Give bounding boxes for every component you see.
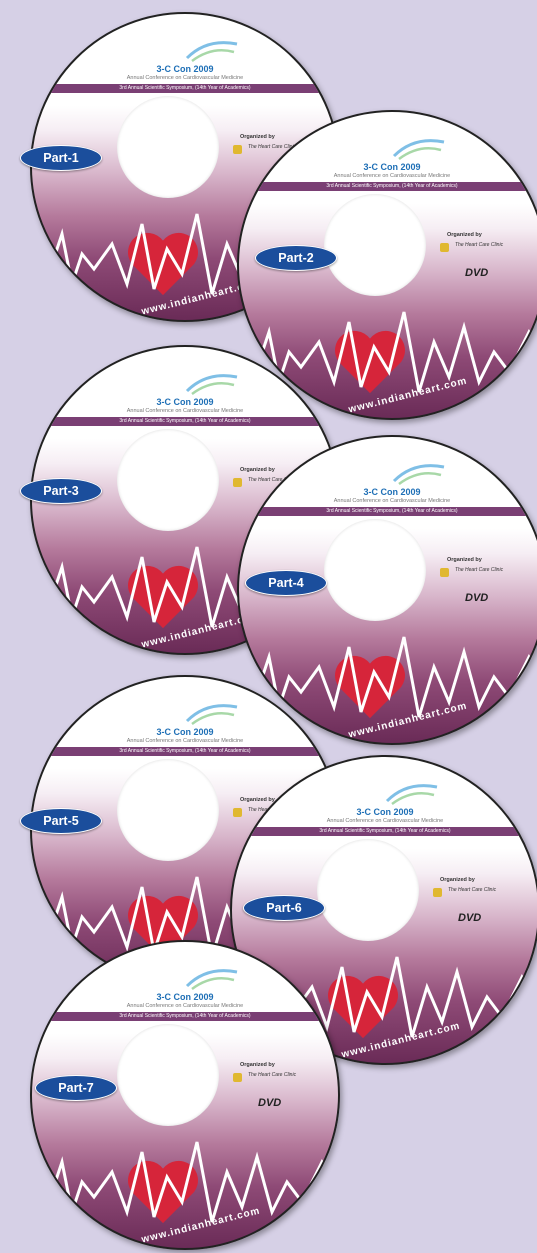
organizer-name: The Heart Care Clinic [248,144,297,150]
part-4-label[interactable]: Part-4 [245,570,327,596]
disc-subtitle: Annual Conference on Cardiovascular Medi… [333,498,451,504]
dvd-logo-icon: DVD [465,267,489,279]
organized-by: Organized by [240,1062,275,1068]
part-1-label[interactable]: Part-1 [20,145,102,171]
disc-title: 3-C Con 2009 [156,727,214,737]
ecg-line-icon [239,311,537,393]
disc-hole [117,96,219,198]
disc-hole [324,194,426,296]
organizer-name: The Heart Care Clinic [248,477,297,483]
organizer-logo-icon [233,1073,242,1082]
dvd-logo-icon: DVD [458,912,482,924]
organizer-name: The Heart Care Clinic [248,1072,297,1078]
organizer-logo-icon [433,888,442,897]
organizer-logo-icon [233,808,242,817]
disc-band: 3rd Annual Scientific Symposium, (14th Y… [32,1012,338,1021]
organizer-name: The Heart Care Clinic [448,887,497,893]
logo-icon [185,704,238,726]
disc-subtitle: Annual Conference on Cardiovascular Medi… [126,1003,244,1009]
part-3-label[interactable]: Part-3 [20,478,102,504]
part-5-label[interactable]: Part-5 [20,808,102,834]
disc-band: 3rd Annual Scientific Symposium, (14th Y… [239,507,537,516]
disc-title: 3-C Con 2009 [363,162,421,172]
logo-icon [385,784,438,806]
disc-band: 3rd Annual Scientific Symposium, (14th Y… [32,84,338,93]
organized-by: Organized by [447,232,482,238]
disc-band: 3rd Annual Scientific Symposium, (14th Y… [239,182,537,191]
organizer-logo-icon [440,568,449,577]
disc-subtitle: Annual Conference on Cardiovascular Medi… [126,75,244,81]
organized-by: Organized by [240,467,275,473]
disc-band: 3rd Annual Scientific Symposium, (14th Y… [232,827,537,836]
organizer-logo-icon [233,478,242,487]
disc-hole [117,1024,219,1126]
dvd-logo-icon: DVD [258,1097,282,1109]
organizer-logo-icon [233,145,242,154]
organized-by: Organized by [440,877,475,883]
ecg-line-icon [32,1141,338,1223]
disc-band: 3rd Annual Scientific Symposium, (14th Y… [32,417,338,426]
disc-title: 3-C Con 2009 [156,64,214,74]
organizer-logo-icon [440,243,449,252]
disc-title: 3-C Con 2009 [356,807,414,817]
logo-icon [185,374,238,396]
disc-subtitle: Annual Conference on Cardiovascular Medi… [326,818,444,824]
disc-subtitle: Annual Conference on Cardiovascular Medi… [126,738,244,744]
logo-icon [392,139,445,161]
disc-title: 3-C Con 2009 [156,992,214,1002]
disc-hole [324,519,426,621]
logo-icon [392,464,445,486]
disc-title: 3-C Con 2009 [363,487,421,497]
ecg-line-icon [239,636,537,718]
logo-icon [185,41,238,63]
disc-subtitle: Annual Conference on Cardiovascular Medi… [333,173,451,179]
logo-icon [185,969,238,991]
disc-hole [317,839,419,941]
dvd-logo-icon: DVD [465,592,489,604]
disc-hole [117,759,219,861]
part-2-label[interactable]: Part-2 [255,245,337,271]
part-6-label[interactable]: Part-6 [243,895,325,921]
part-7-label[interactable]: Part-7 [35,1075,117,1101]
disc-hole [117,429,219,531]
disc-subtitle: Annual Conference on Cardiovascular Medi… [126,408,244,414]
dvd-disc-part-2: 3-C Con 2009 Annual Conference on Cardio… [237,110,537,420]
organized-by: Organized by [447,557,482,563]
organizer-name: The Heart Care Clinic [455,567,504,573]
organized-by: Organized by [240,797,275,803]
disc-band: 3rd Annual Scientific Symposium, (14th Y… [32,747,338,756]
disc-title: 3-C Con 2009 [156,397,214,407]
organizer-name: The Heart Care Clinic [455,242,504,248]
organized-by: Organized by [240,134,275,140]
